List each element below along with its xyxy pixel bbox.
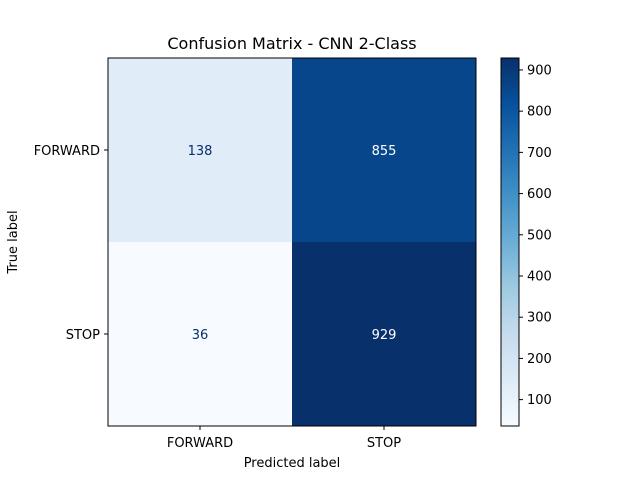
x-tick-label: FORWARD	[167, 436, 233, 451]
matrix-cell	[292, 58, 476, 242]
colorbar-tick-label: 500	[527, 228, 552, 243]
matrix-cell	[108, 58, 292, 242]
matrix-cell	[292, 242, 476, 426]
colorbar-ticks: 100 200 300 400 500 600 700 800 900	[519, 63, 552, 408]
cell-value-label: 929	[372, 328, 397, 343]
colorbar-tick-label: 600	[527, 187, 552, 202]
x-axis-ticks: FORWARD STOP	[167, 426, 401, 451]
y-tick-label: STOP	[66, 328, 100, 343]
colorbar-tick-label: 900	[527, 63, 552, 78]
colorbar-tick-label: 100	[527, 393, 552, 408]
cell-value-label: 36	[192, 328, 209, 343]
colorbar	[500, 57, 520, 427]
cell-value-label: 855	[372, 144, 397, 159]
x-tick-label: STOP	[367, 436, 401, 451]
x-axis-label: Predicted label	[244, 456, 341, 471]
colorbar-tick-label: 400	[527, 269, 552, 284]
matrix-cell	[108, 242, 292, 426]
colorbar-tick-label: 200	[527, 352, 552, 367]
cell-value-label: 138	[188, 144, 213, 159]
y-tick-label: FORWARD	[34, 144, 100, 159]
matrix-cells: 138 855 36 929	[108, 58, 476, 426]
chart-title: Confusion Matrix - CNN 2-Class	[167, 34, 416, 53]
plot-frame	[107, 57, 477, 427]
colorbar-tick-label: 700	[527, 146, 552, 161]
y-axis-ticks: FORWARD STOP	[34, 144, 108, 343]
colorbar-tick-label: 800	[527, 105, 552, 120]
colorbar-tick-label: 300	[527, 311, 552, 326]
y-axis-label: True label	[6, 210, 21, 274]
